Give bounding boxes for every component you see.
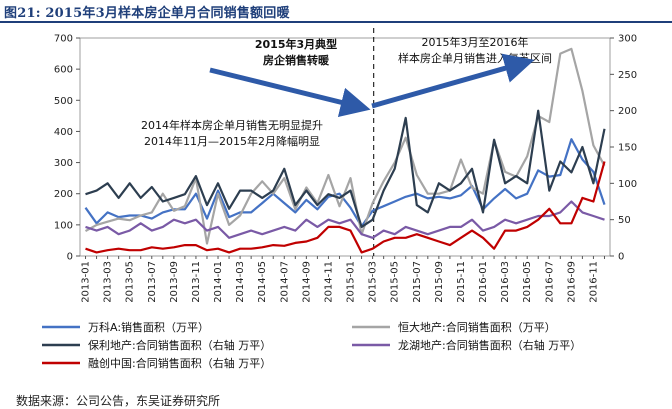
y-right-tick-label: 0 — [618, 252, 624, 263]
y-right-tick-label: 300 — [618, 34, 637, 45]
annotation-line: 2015年3月至2016年 — [422, 35, 529, 49]
y-right-tick-label: 50 — [618, 215, 631, 226]
x-tick-label: 2014-07 — [279, 261, 290, 303]
series-line-4 — [85, 161, 606, 254]
x-tick-label: 2016-01 — [478, 261, 489, 303]
x-tick-label: 2015-07 — [412, 261, 423, 303]
x-tick-label: 2013-07 — [147, 261, 158, 303]
legend-label: 融创中国:合同销售面积（右轴 万平） — [88, 356, 271, 370]
legend-label: 龙湖地产:合同销售面积（右轴 万平） — [398, 338, 581, 352]
annotation-line: 2014年样本房企单月销售无明显提升 — [141, 118, 323, 132]
trend-arrow-down — [209, 67, 371, 117]
annotation-line: 样本房企单月销售进入复苏区间 — [398, 51, 552, 65]
axes: 0 100 200 300 400 500 600 700 0 50 100 150 200 250 300… — [54, 28, 637, 303]
y-right-tick-label: 200 — [618, 106, 637, 117]
x-tick-label: 2014-09 — [301, 261, 312, 303]
x-tick-label: 2014-03 — [235, 261, 246, 303]
annotations: 2015年3月典型 房企销售转暖 2015年3月至2016年 样本房企单月销售进… — [141, 35, 552, 148]
annotation-line: 2015年3月典型 — [255, 37, 337, 51]
legend-label: 恒大地产:合同销售面积（万平） — [398, 320, 556, 334]
x-tick-label: 2015-03 — [368, 261, 379, 303]
x-tick-label: 2015-05 — [390, 261, 401, 303]
x-tick-label: 2015-11 — [456, 261, 467, 303]
source-note: 数据来源：公司公告，东吴证券研究所 — [16, 394, 221, 408]
x-tick-label: 2013-05 — [125, 261, 136, 303]
y-left-tick-label: 700 — [54, 34, 73, 45]
y-right-tick-label: 250 — [618, 70, 637, 81]
x-tick-label: 2016-11 — [588, 261, 599, 303]
x-tick-label: 2013-01 — [81, 261, 92, 303]
x-tick-label: 2014-05 — [257, 261, 268, 303]
x-tick-label: 2016-09 — [566, 261, 577, 303]
x-tick-label: 2016-05 — [522, 261, 533, 303]
y-left-tick-label: 400 — [54, 127, 73, 138]
annotation-line: 房企销售转暖 — [263, 53, 330, 67]
y-left-tick-label: 500 — [54, 96, 73, 107]
legend-label: 保利地产:合同销售面积（右轴 万平） — [88, 338, 271, 352]
y-right-tick-label: 150 — [618, 143, 637, 154]
trend-arrow-up — [371, 53, 535, 109]
x-tick-label: 2015-01 — [346, 261, 357, 303]
x-tick-label: 2015-09 — [434, 261, 445, 303]
y-right-tick-label: 100 — [618, 179, 637, 190]
y-left-tick-label: 200 — [54, 189, 73, 200]
y-left-tick-label: 0 — [67, 252, 73, 263]
title-rule — [0, 21, 672, 23]
x-tick-label: 2013-03 — [103, 261, 114, 303]
y-left-tick-label: 100 — [54, 220, 73, 231]
series-lines — [84, 47, 606, 254]
series-line-1 — [84, 47, 606, 245]
y-left-tick-label: 600 — [54, 65, 73, 76]
x-tick-label: 2014-11 — [323, 261, 334, 303]
series-line-2 — [85, 109, 606, 228]
series-line-3 — [85, 200, 605, 239]
figure-title: 图21: 2015年3月样本房企单月合同销售额回暖 — [4, 6, 290, 21]
line-chart: 0 100 200 300 400 500 600 700 0 50 100 150 200 250 300… — [42, 28, 637, 370]
x-tick-label: 2013-11 — [191, 261, 202, 303]
x-tick-label: 2013-09 — [169, 261, 180, 303]
x-tick-label: 2016-03 — [500, 261, 511, 303]
x-tick-label: 2014-01 — [213, 261, 224, 303]
y-left-tick-label: 300 — [54, 158, 73, 169]
legend-label: 万科A:销售面积（万平） — [88, 320, 209, 334]
legend: 万科A:销售面积（万平） 恒大地产:合同销售面积（万平） 保利地产:合同销售面积（右… — [42, 320, 581, 370]
x-tick-label: 2016-07 — [544, 261, 555, 303]
annotation-line: 2014年11月—2015年2月降幅明显 — [144, 134, 320, 148]
